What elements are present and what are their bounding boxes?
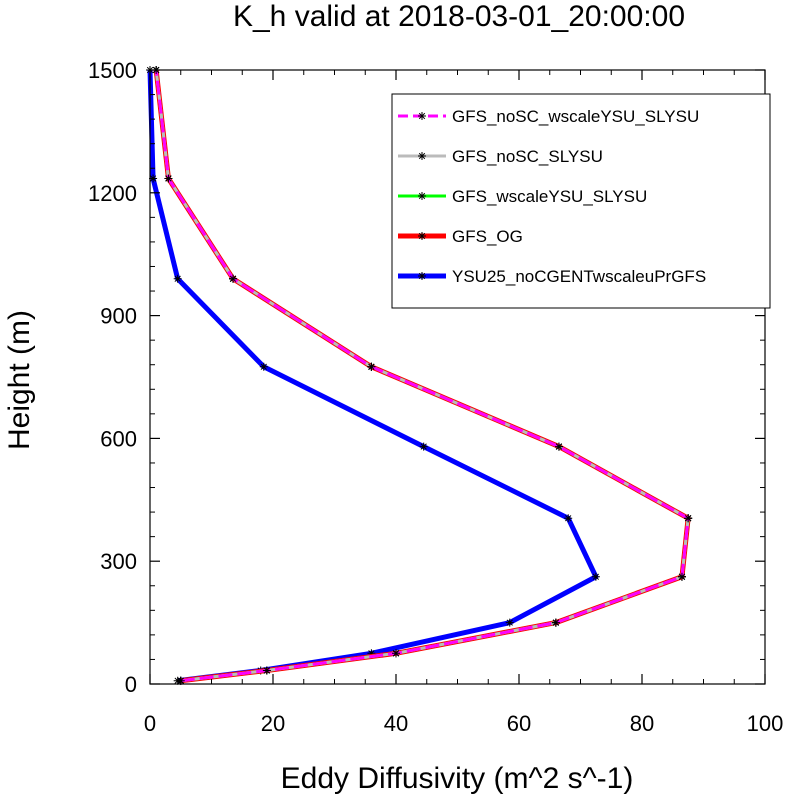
chart-title: K_h valid at 2018-03-01_20:00:00 — [233, 0, 685, 33]
legend-label: GFS_noSC_SLYSU — [452, 147, 603, 166]
y-tick-label: 1500 — [88, 58, 137, 83]
x-tick-label: 0 — [144, 711, 156, 736]
x-tick-label: 40 — [384, 711, 408, 736]
y-tick-label: 1200 — [88, 181, 137, 206]
x-tick-label: 60 — [507, 711, 531, 736]
data-point — [505, 618, 514, 627]
data-point — [262, 666, 271, 675]
legend-label: GFS_wscaleYSU_SLYSU — [452, 187, 647, 206]
data-point — [684, 514, 693, 523]
data-point — [564, 514, 573, 523]
legend: GFS_noSC_wscaleYSU_SLYSU GFS_noSC_SLYSU GF… — [391, 93, 771, 309]
series-layer — [146, 66, 693, 685]
y-axis-label: Height (m) — [3, 310, 36, 450]
x-tick-label: 80 — [630, 711, 654, 736]
legend-marker — [418, 112, 426, 120]
data-point — [551, 618, 560, 627]
data-point — [164, 174, 173, 183]
y-tick-label: 900 — [100, 304, 137, 329]
legend-marker — [418, 232, 426, 240]
legend-marker — [418, 152, 426, 160]
data-point — [419, 442, 428, 451]
data-point — [229, 274, 238, 283]
legend-label: YSU25_noCGENTwscaleuPrGFS — [452, 267, 706, 286]
data-point — [367, 362, 376, 371]
y-tick-label: 300 — [100, 549, 137, 574]
data-point — [677, 572, 686, 581]
tick-layer: 0 20 40 60 80 100 0 300 600 900 1200 1500 — [88, 58, 783, 736]
data-point — [259, 362, 268, 371]
legend-marker — [418, 272, 426, 280]
data-point — [173, 274, 182, 283]
data-point — [392, 649, 400, 658]
data-point — [367, 649, 376, 658]
legend-box — [391, 93, 771, 309]
data-point — [554, 442, 563, 451]
legend-label: GFS_OG — [452, 227, 523, 246]
x-tick-label: 20 — [261, 711, 285, 736]
x-axis-label: Eddy Diffusivity (m^2 s^-1) — [281, 762, 634, 795]
y-tick-label: 0 — [125, 672, 137, 697]
y-tick-label: 600 — [100, 426, 137, 451]
legend-marker — [418, 192, 426, 200]
data-point — [149, 174, 158, 183]
data-point — [591, 572, 600, 581]
x-tick-label: 100 — [747, 711, 784, 736]
legend-label: GFS_noSC_wscaleYSU_SLYSU — [452, 107, 699, 126]
